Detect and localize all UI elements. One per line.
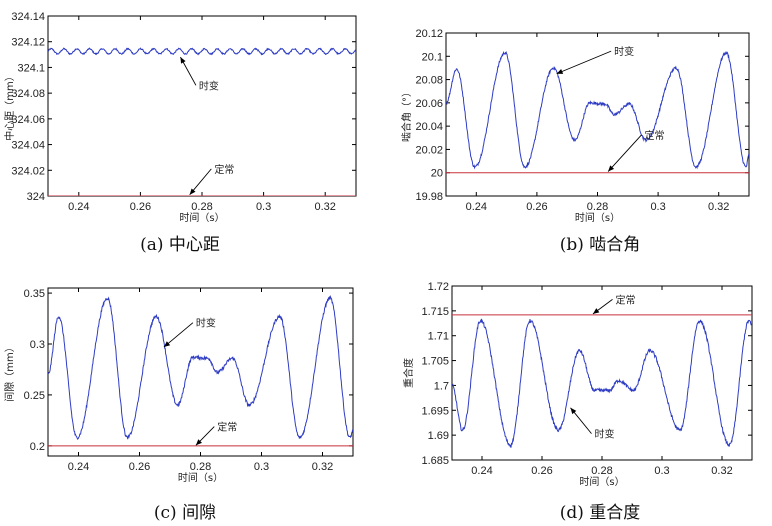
x-tick-label: 0.32	[312, 461, 333, 473]
x-tick-label: 0.28	[191, 201, 212, 213]
annotation-arrowhead	[180, 57, 186, 64]
chart-panel-a: 0.24 0.26 0.28 0.3 0.32 324 324.02 324.04 324.06…	[3, 11, 357, 255]
y-tick-label: 1.72	[428, 281, 449, 293]
annotation-time-varying-label: 时变	[614, 45, 634, 58]
annotation-constant-label: 定常	[217, 421, 237, 434]
y-axis-label: 中心距（mm）	[3, 71, 16, 140]
x-axis-label: 时间（s）	[178, 471, 223, 484]
x-tick-label: 0.24	[466, 201, 487, 213]
plot-frame	[47, 287, 354, 457]
annotation-time-varying-label: 时变	[196, 317, 216, 330]
x-tick-label: 0.26	[129, 461, 150, 473]
annotation-arrowhead	[593, 308, 600, 314]
y-tick-label: 1.685	[421, 455, 449, 467]
annotation-arrowhead	[163, 341, 171, 348]
panel-caption: (b) 啮合角	[560, 235, 641, 255]
y-tick-label: 0.35	[24, 288, 45, 300]
y-axis-label: 啮合角（°）	[400, 87, 413, 142]
time-varying-series-line	[48, 47, 356, 56]
y-tick-label: 324.1	[17, 62, 45, 74]
x-tick-label: 0.28	[190, 461, 211, 473]
y-tick-label: 324.08	[11, 88, 45, 100]
y-tick-label: 20.06	[415, 98, 443, 110]
x-tick-label: 0.3	[254, 461, 269, 473]
y-tick-label: 324	[27, 191, 45, 203]
annotation-arrow	[556, 50, 612, 75]
x-tick-label: 0.28	[591, 465, 612, 477]
annotation-arrowhead	[195, 439, 202, 446]
annotation-constant-label: 定常	[644, 129, 664, 142]
y-tick-label: 0.25	[24, 390, 45, 402]
panel-caption: (a) 中心距	[140, 235, 220, 255]
panel-caption: (c) 间隙	[154, 503, 216, 523]
y-tick-label: 324.12	[11, 37, 45, 49]
x-tick-label: 0.32	[708, 201, 729, 213]
x-axis-label: 时间（s）	[179, 211, 224, 224]
x-tick-label: 0.32	[314, 201, 335, 213]
y-tick-label: 0.3	[30, 339, 45, 351]
annotation-constant-label: 定常	[214, 163, 234, 176]
chart-panel-c: 0.24 0.26 0.28 0.3 0.32 0.2 0.25 0.3 0.35 时间（s） 间隙…	[3, 287, 354, 523]
x-tick-label: 0.3	[654, 465, 669, 477]
annotation-arrowhead	[556, 69, 564, 74]
y-tick-label: 1.7	[434, 380, 449, 392]
time-varying-series-line	[446, 50, 749, 170]
plot-frame	[445, 32, 750, 197]
chart-panel-d: 0.24 0.26 0.28 0.3 0.32 1.685 1.69 1.695 1.7 1.70…	[402, 281, 753, 523]
y-tick-label: 0.2	[30, 441, 45, 453]
annotation-time-varying-label: 时变	[595, 428, 615, 441]
time-varying-series-line	[452, 318, 752, 449]
y-axis-label: 间隙（mm）	[3, 342, 16, 401]
y-tick-label: 19.98	[415, 191, 443, 203]
y-tick-label: 20	[431, 168, 443, 180]
x-tick-label: 0.24	[68, 461, 89, 473]
y-tick-label: 324.06	[11, 114, 45, 126]
y-tick-label: 1.71	[428, 331, 449, 343]
panel-caption: (d) 重合度	[560, 503, 641, 523]
x-tick-label: 0.24	[471, 465, 492, 477]
x-tick-label: 0.26	[130, 201, 151, 213]
annotation-arrowhead	[608, 165, 615, 172]
y-tick-label: 1.705	[421, 356, 449, 368]
y-tick-label: 324.14	[11, 11, 45, 23]
annotation-arrow	[607, 134, 642, 172]
x-tick-label: 0.26	[531, 465, 552, 477]
plot-frame	[47, 15, 357, 197]
annotation-arrow	[163, 322, 194, 348]
chart-panel-b: 0.24 0.26 0.28 0.3 0.32 19.98 20 20.02 20.04 20.0…	[400, 28, 750, 255]
x-axis-label: 时间（s）	[575, 211, 620, 224]
x-tick-label: 0.28	[587, 201, 608, 213]
y-tick-label: 20.04	[415, 121, 443, 133]
x-tick-label: 0.3	[650, 201, 665, 213]
y-tick-label: 20.08	[415, 75, 443, 87]
y-tick-label: 1.69	[428, 430, 449, 442]
x-tick-label: 0.24	[68, 201, 89, 213]
y-tick-label: 1.695	[421, 405, 449, 417]
x-tick-label: 0.32	[711, 465, 732, 477]
annotation-constant-label: 定常	[616, 293, 636, 306]
y-tick-label: 20.1	[422, 51, 443, 63]
x-tick-label: 0.3	[256, 201, 271, 213]
y-tick-label: 324.04	[11, 140, 45, 152]
y-tick-label: 1.715	[421, 306, 449, 318]
annotation-arrowhead	[189, 188, 196, 195]
x-tick-label: 0.26	[526, 201, 547, 213]
annotation-time-varying-label: 时变	[199, 79, 219, 92]
y-axis-label: 重合度	[402, 358, 415, 388]
y-tick-label: 20.02	[415, 144, 443, 156]
y-tick-label: 20.12	[415, 28, 443, 40]
annotation-arrowhead	[570, 407, 577, 415]
time-varying-series-line	[48, 294, 353, 440]
x-axis-label: 时间（s）	[579, 475, 624, 488]
y-tick-label: 324.02	[11, 165, 45, 177]
